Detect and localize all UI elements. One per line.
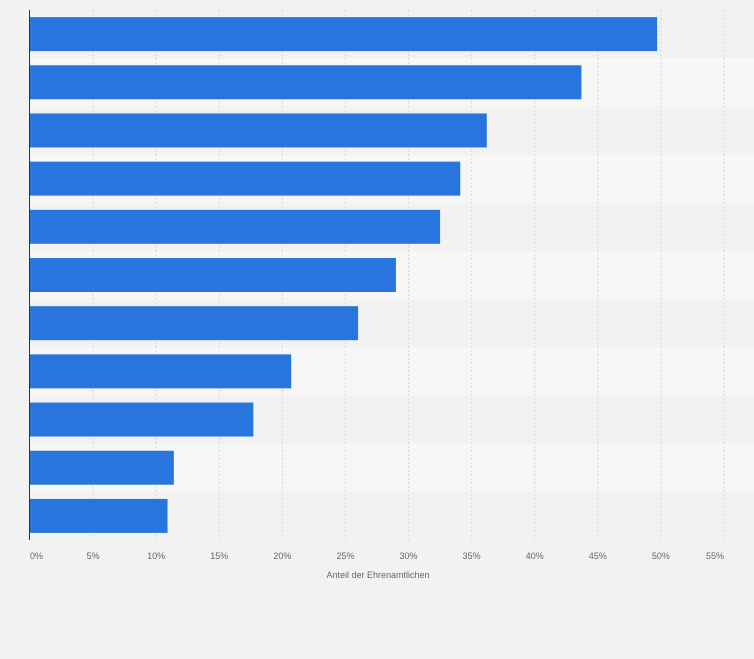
x-tick-labels: 0% 5% 10% 15% 20% 25% 30% 35% 40% 45% 50% 55% (30, 551, 724, 561)
bar (30, 306, 359, 341)
x-tick-label: 0% (30, 551, 43, 561)
x-tick-label: 40% (526, 551, 544, 561)
x-tick-label: 35% (463, 551, 481, 561)
x-tick-label: 30% (400, 551, 418, 561)
x-axis-title: Anteil der Ehrenamtlichen (326, 570, 429, 580)
x-tick-label: 55% (706, 551, 724, 561)
x-tick-label: 20% (273, 551, 291, 561)
x-tick-label: 25% (336, 551, 354, 561)
x-tick-label: 50% (652, 551, 670, 561)
bar (30, 258, 396, 292)
bars (30, 17, 658, 533)
bar (30, 161, 461, 196)
bar (30, 209, 441, 244)
x-tick-label: 5% (87, 551, 100, 561)
bar (30, 113, 487, 148)
bar (30, 354, 292, 389)
bar (30, 498, 168, 533)
x-tick-label: 45% (589, 551, 607, 561)
x-tick-label: 15% (210, 551, 228, 561)
bar (30, 450, 174, 485)
bar (30, 17, 658, 52)
x-tick-label: 10% (147, 551, 165, 561)
bar (30, 65, 582, 100)
bar (30, 402, 254, 437)
